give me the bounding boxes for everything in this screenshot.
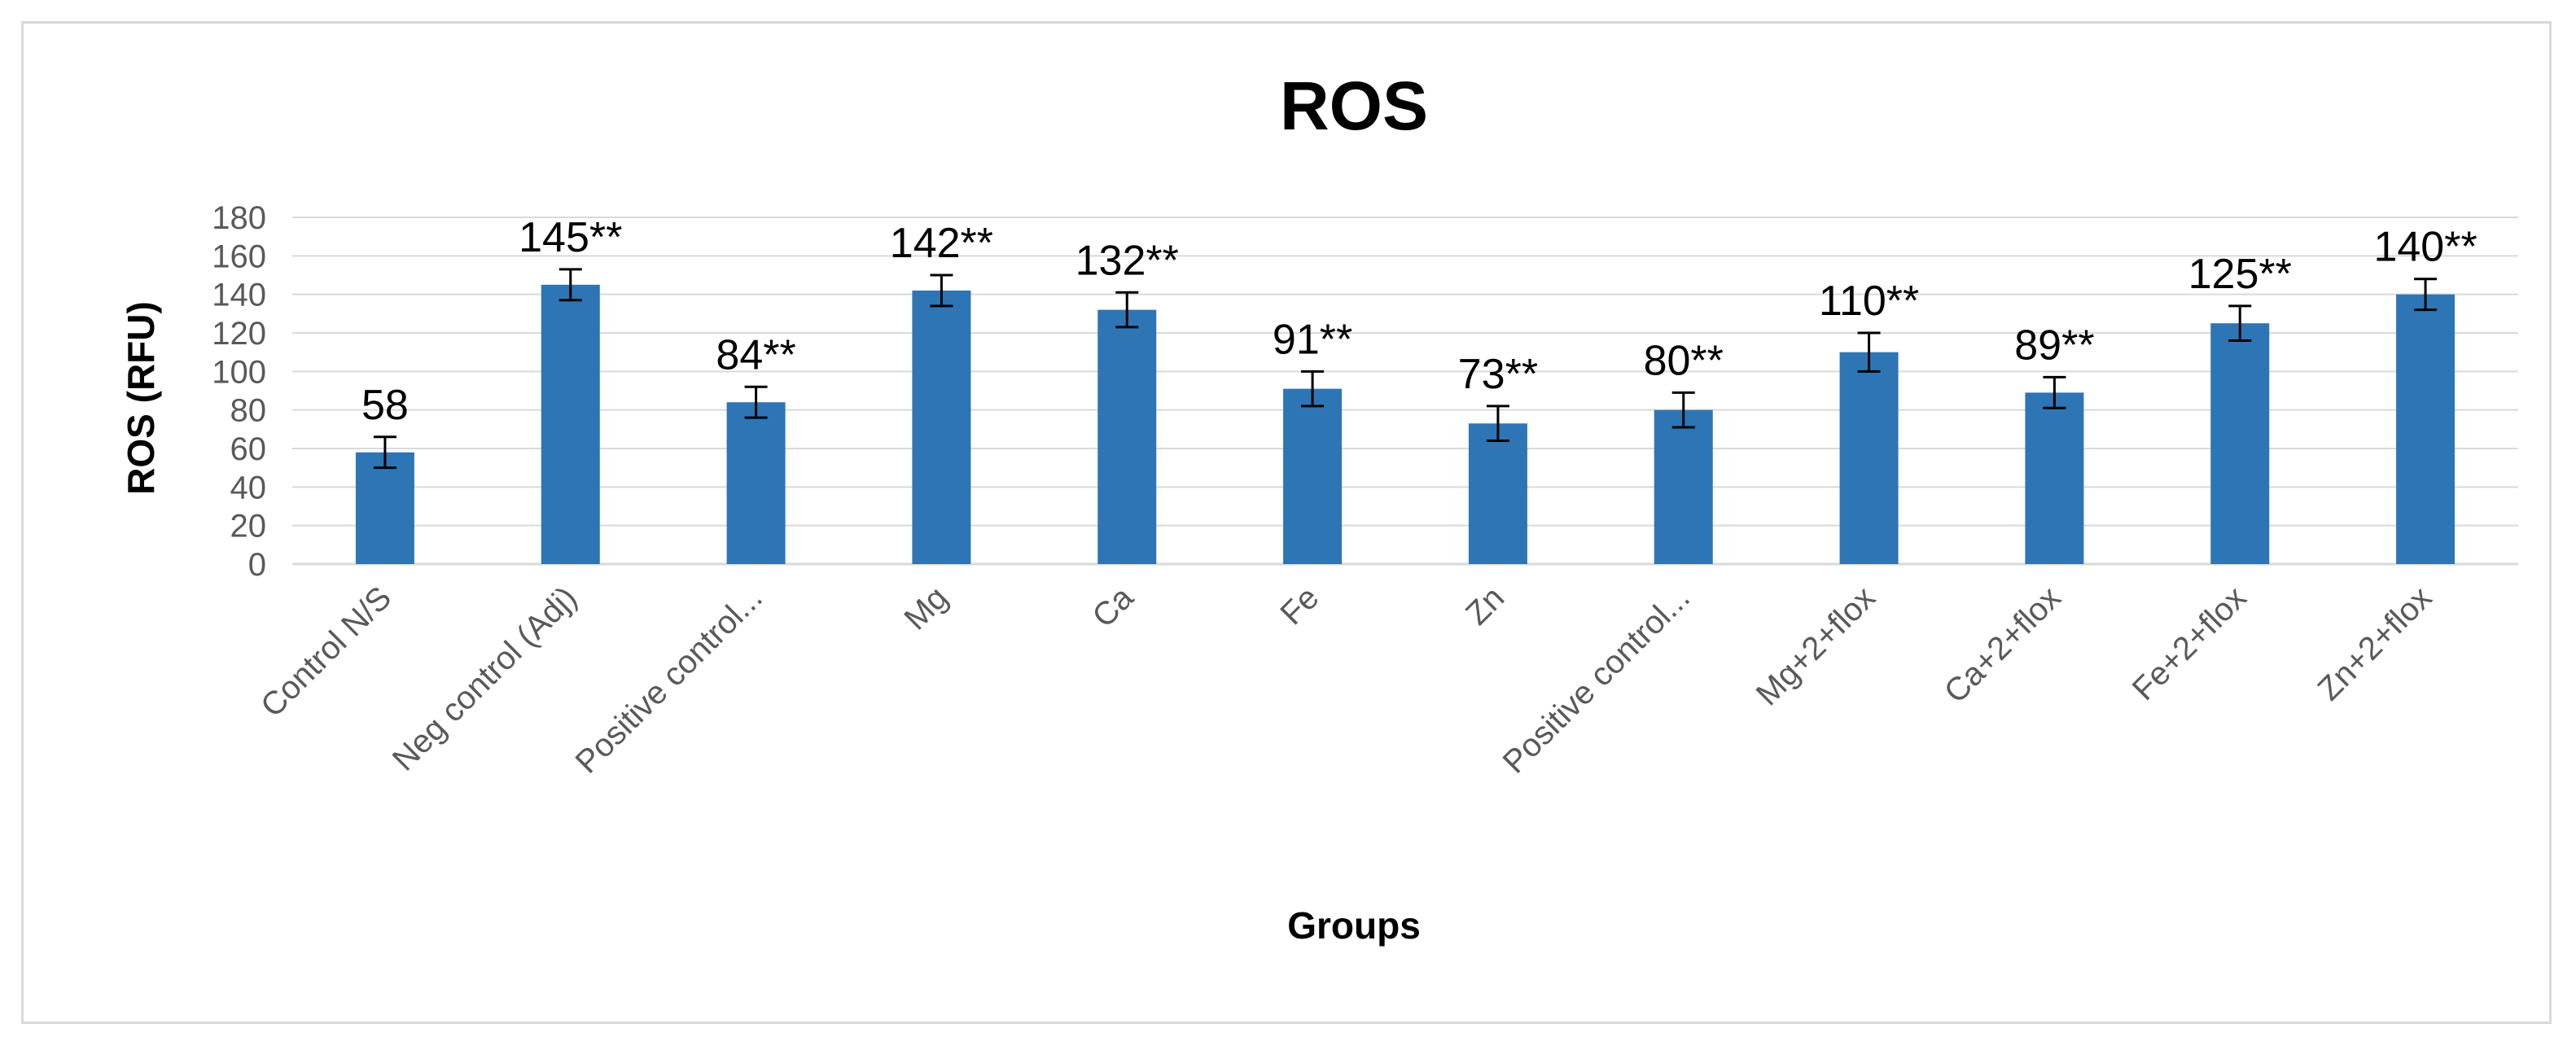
- x-tick-label: Positive control...: [1496, 580, 1697, 780]
- x-tick-label: Fe: [1273, 580, 1325, 632]
- y-axis-title: ROS (RFU): [120, 301, 162, 495]
- x-tick-label: Fe+2+flox: [2126, 580, 2254, 707]
- error-bar: [2228, 304, 2252, 342]
- x-tick-label: Zn: [1459, 580, 1511, 632]
- bar: [1097, 309, 1157, 564]
- error-bar: [930, 273, 953, 308]
- error-bar: [1115, 291, 1139, 329]
- x-tick-label: Positive control...: [568, 580, 769, 780]
- data-labels: 58 145** 84** 142** 132** 91** 73** 80** 110** 89…: [361, 214, 2477, 429]
- bar: [1283, 388, 1343, 564]
- error-bar: [2043, 375, 2066, 409]
- x-tick-label: Mg: [897, 580, 954, 637]
- y-tick-label: 160: [212, 238, 266, 274]
- error-bar: [1857, 331, 1881, 373]
- error-bar: [1486, 405, 1509, 443]
- error-bar: [1671, 391, 1695, 429]
- data-label: 89**: [2014, 322, 2094, 369]
- bars: [355, 284, 2456, 564]
- x-axis-title: Groups: [1287, 904, 1421, 947]
- error-bar: [373, 435, 396, 470]
- y-tick-label: 0: [248, 547, 266, 583]
- data-label: 125**: [2188, 251, 2292, 298]
- x-tick-label: Ca+2+flox: [1938, 580, 2068, 710]
- error-bar: [2414, 278, 2438, 312]
- bar: [2210, 323, 2270, 564]
- bar: [355, 452, 414, 564]
- y-tick-label: 80: [230, 393, 267, 429]
- y-tick-label: 20: [230, 509, 267, 545]
- x-tick-label: Ca: [1085, 580, 1141, 635]
- x-tick-label: Mg+2+flox: [1750, 580, 1882, 712]
- y-tick-label: 180: [212, 200, 266, 236]
- data-label: 91**: [1273, 316, 1352, 363]
- y-tick-label: 140: [212, 278, 266, 313]
- data-label: 80**: [1644, 337, 1724, 384]
- gridlines: [292, 217, 2518, 566]
- bar: [2396, 294, 2456, 564]
- bar: [2025, 392, 2084, 564]
- bar: [726, 402, 786, 564]
- data-label: 84**: [716, 331, 795, 378]
- bar: [1839, 352, 1899, 564]
- bar: [1654, 409, 1713, 564]
- error-bar: [1301, 370, 1325, 408]
- x-tick-label: Control N/S: [254, 580, 398, 724]
- y-tick-label: 40: [230, 470, 267, 505]
- chart-title: ROS: [1280, 68, 1428, 144]
- data-label: 132**: [1076, 237, 1179, 284]
- y-tick-label: 120: [212, 316, 266, 352]
- data-label: 142**: [890, 220, 993, 267]
- data-label: 58: [361, 382, 409, 429]
- data-label: 140**: [2373, 224, 2477, 271]
- chart-frame: ROS ROS (RFU) Groups 0 20 40 60 80 100 120 140 1…: [21, 21, 2552, 1024]
- data-label: 145**: [519, 214, 622, 261]
- error-bars: [373, 268, 2438, 470]
- data-label: 73**: [1458, 351, 1538, 398]
- y-tick-label: 60: [230, 431, 267, 467]
- error-bar: [744, 385, 768, 419]
- x-tick-label: Zn+2+flox: [2311, 580, 2439, 707]
- y-tick-label: 100: [212, 354, 266, 390]
- bar: [912, 290, 971, 564]
- data-label: 110**: [1819, 278, 1919, 325]
- bar: [541, 284, 600, 564]
- x-tick-label: Neg control (Adj): [386, 580, 584, 777]
- error-bar: [559, 268, 582, 302]
- bar: [1468, 423, 1527, 564]
